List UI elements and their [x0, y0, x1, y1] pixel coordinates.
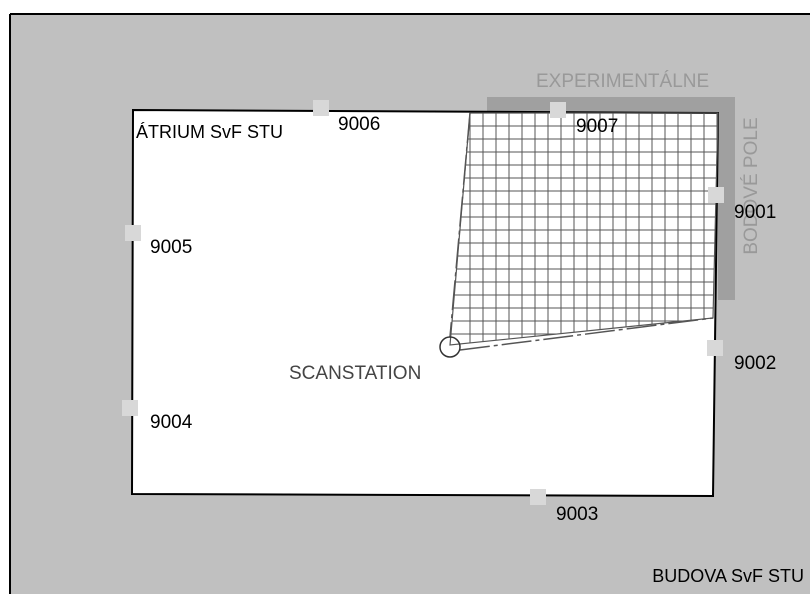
point-label: 9006	[338, 114, 380, 135]
scanstation-symbol	[439, 336, 461, 358]
field-label: BODOVÉ POLE	[741, 117, 762, 254]
point-label: 9003	[556, 504, 598, 525]
survey-point	[550, 102, 566, 118]
atrium	[130, 108, 720, 498]
atrium-label: ÁTRIUM SvF STU	[136, 122, 283, 142]
scan-range-line	[459, 317, 714, 351]
point-label: 9007	[576, 116, 618, 137]
building-label: BUDOVA SvF STU	[652, 566, 804, 586]
point-label: 9001	[734, 202, 776, 223]
survey-point	[122, 400, 138, 416]
point-label: 9005	[150, 237, 192, 258]
field-label: EXPERIMENTÁLNE	[536, 71, 709, 92]
survey-point	[313, 100, 329, 116]
point-label: 9002	[734, 353, 776, 374]
point-label: 9004	[150, 412, 193, 433]
scanstation-label: SCANSTATION	[289, 363, 421, 384]
survey-point	[707, 340, 723, 356]
survey-point	[530, 489, 546, 505]
survey-point	[708, 187, 724, 203]
scan-range-line	[449, 112, 471, 338]
survey-point	[125, 225, 141, 241]
